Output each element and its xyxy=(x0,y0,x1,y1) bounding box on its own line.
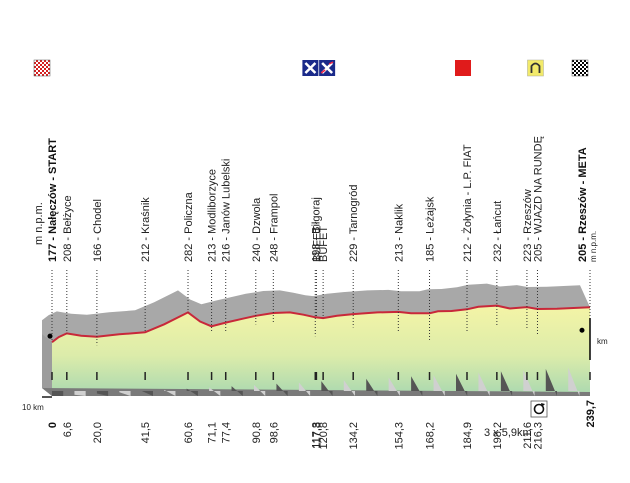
km-stripe xyxy=(366,378,378,396)
finish-label: 205 - Rzeszów - META xyxy=(577,147,589,262)
loop-box xyxy=(530,400,548,418)
km-stripe xyxy=(568,367,580,396)
finish-dot xyxy=(579,327,585,333)
km-stripe xyxy=(96,391,109,396)
km-stripe xyxy=(298,382,311,396)
altitude-unit-finish: m n.p.m. xyxy=(589,231,598,262)
feed-zone-mark xyxy=(320,61,334,74)
place-label: 229 - Tarnogród xyxy=(348,185,360,262)
km-label: 198,2 xyxy=(492,422,504,450)
place-label: BUFET xyxy=(311,226,323,262)
km-label: 120,8 xyxy=(318,422,330,450)
circuit-arch xyxy=(530,62,541,73)
place-label: 213 - Naklik xyxy=(393,203,405,262)
profile-fill xyxy=(52,305,590,396)
start-dot xyxy=(47,333,53,339)
km-label: 134,2 xyxy=(348,422,360,450)
km-stripe xyxy=(388,377,400,396)
start-label: 177 - Nałęczów - START xyxy=(47,138,59,262)
place-label: 213 - Modliborzyce xyxy=(207,169,219,262)
km-label: 239,7 xyxy=(585,400,597,428)
place-label: 212 - Żołynia - L.P. FIAT xyxy=(461,144,474,262)
place-label: 205 - WJAZD NA RUNDĘ xyxy=(532,136,544,262)
km-label: 216,3 xyxy=(532,422,544,450)
feed-zone-icon-2 xyxy=(319,60,336,76)
km-stripe xyxy=(545,368,558,396)
profile-side xyxy=(42,334,52,396)
km-label: 211,6 xyxy=(522,422,534,449)
place-label: BUFET xyxy=(318,226,330,262)
km-label: 0 xyxy=(47,422,59,428)
distance-unit: km xyxy=(597,337,608,346)
place-label: 198 - Biłgoraj xyxy=(310,197,322,262)
km-stripe xyxy=(456,373,468,396)
km-scale-stripes xyxy=(52,367,580,396)
circuit-bg xyxy=(527,59,544,77)
km-label: 60,6 xyxy=(183,422,195,443)
km-label: 184,9 xyxy=(462,422,474,450)
km-stripe xyxy=(186,388,198,396)
base-band xyxy=(42,388,590,396)
feed-zone-cross xyxy=(304,62,317,74)
place-label: 240 - Dzwola xyxy=(251,197,263,262)
km-stripe xyxy=(164,389,176,396)
km-label: 41,5 xyxy=(140,422,152,443)
place-label: 166 - Chodel xyxy=(92,199,104,262)
km-stripe xyxy=(433,375,445,396)
km-label: 98,6 xyxy=(268,422,280,443)
km-stripe xyxy=(276,383,288,396)
km-stripe xyxy=(478,372,490,396)
feed-zone-icon-1 xyxy=(302,60,319,76)
altitude-unit-start: m n.p.m. xyxy=(33,202,45,245)
km-label: 168,2 xyxy=(425,422,437,450)
km-label: 117,3 xyxy=(310,422,322,449)
circuit-loop-icon xyxy=(530,400,548,418)
loop-circle xyxy=(533,403,545,415)
start-flag-icon xyxy=(33,59,51,77)
sprint-flag-icon xyxy=(455,60,472,76)
scale-bar xyxy=(42,396,52,398)
km-stripe xyxy=(74,391,86,396)
place-label: 208 - Bełżyce xyxy=(62,195,74,262)
finish-flag-icon xyxy=(571,59,589,77)
km-stripe xyxy=(141,391,154,396)
place-label: 223 - Rzeszów xyxy=(522,189,534,262)
km-stripe xyxy=(119,391,131,396)
place-label: 248 - Frampol xyxy=(268,194,280,262)
km-stripe xyxy=(523,370,535,396)
place-label: 282 - Policzna xyxy=(183,191,195,262)
km-stripe xyxy=(209,387,221,396)
circuit-entry-icon xyxy=(527,59,544,77)
km-stripe xyxy=(343,379,356,396)
km-stripe xyxy=(411,376,423,396)
place-label: 212 - Kraśnik xyxy=(140,197,152,262)
km-label: 77,4 xyxy=(221,422,233,443)
km-stripe xyxy=(321,381,333,396)
km-label: 117,8 xyxy=(311,422,323,449)
km-stripe xyxy=(52,391,64,396)
km-stripe xyxy=(254,384,266,396)
loop-arrow xyxy=(541,403,545,407)
km-label: 90,8 xyxy=(251,422,263,443)
km-label: 20,0 xyxy=(92,422,104,443)
km-stripe xyxy=(500,371,513,396)
circuit-note: 3 x 5,9km xyxy=(484,427,532,439)
route-line xyxy=(51,304,591,343)
place-label: 216 - Janów Lubelski xyxy=(221,159,233,262)
scale-label: 10 km xyxy=(22,403,44,412)
place-label: 185 - Leżajsk xyxy=(425,196,437,262)
km-label: 6,6 xyxy=(62,422,74,437)
km-label: 154,3 xyxy=(393,422,405,450)
guides xyxy=(51,270,591,380)
place-label: 232 - Łańcut xyxy=(492,201,504,262)
km-stripe xyxy=(231,386,243,396)
km-label: 71,1 xyxy=(207,422,219,443)
